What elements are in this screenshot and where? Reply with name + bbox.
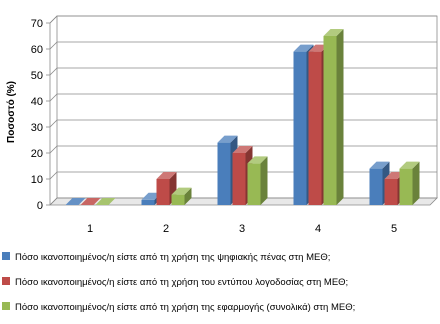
y-tick-label: 40 [31, 96, 43, 108]
y-tick-label: 0 [37, 200, 43, 212]
legend-label: Πόσο ικανοποιημένος/η είστε από τη χρήση… [15, 252, 330, 263]
bar-front [217, 142, 231, 205]
x-tick-label: 1 [87, 223, 93, 235]
bar-top [171, 187, 192, 195]
bar-side [336, 29, 344, 205]
y-tick-label: 30 [31, 122, 43, 134]
x-tick-label: 2 [163, 223, 169, 235]
bar-top [293, 44, 314, 52]
gridline [49, 41, 437, 50]
bar-top [323, 29, 344, 36]
bar-side [184, 187, 192, 205]
legend: Πόσο ικανοποιημένος/η είστε από τη χρήση… [2, 252, 355, 313]
bar-front [293, 51, 307, 205]
x-tick-label: 5 [391, 223, 397, 235]
bar-front [232, 153, 246, 205]
axis-layer: 0 10 20 30 40 50 60 70 1 2 3 4 5 [31, 15, 397, 235]
y-tick-label: 60 [31, 44, 43, 56]
bar-top [399, 161, 420, 169]
y-tick-label: 10 [31, 174, 43, 186]
bar-top [217, 135, 238, 143]
bar-3-series-3 [247, 156, 268, 205]
bar-2-series-3 [171, 187, 192, 205]
legend-label: Πόσο ικανοποιημένος/η είστε από τη χρήση… [15, 277, 348, 288]
legend-swatch [2, 277, 10, 285]
bar-1-series-1 [65, 198, 86, 205]
bar-5-series-3 [399, 161, 420, 205]
y-tick-label: 50 [31, 70, 43, 82]
x-tick-label: 3 [239, 223, 245, 235]
bar-front [399, 168, 413, 205]
bar-top [369, 161, 390, 169]
bar-front [369, 168, 383, 205]
bar-flat [95, 198, 116, 205]
bars-layer [65, 29, 420, 205]
y-axis-top-edge [49, 15, 58, 24]
bar-1-series-2 [80, 198, 101, 205]
bar-top [247, 156, 268, 164]
x-tick-label: 4 [315, 223, 321, 235]
bar-front [171, 194, 185, 205]
bar-side [412, 161, 420, 205]
bar-flat [65, 198, 86, 205]
bar-top [156, 172, 177, 179]
legend-swatch [2, 302, 10, 310]
bar-4-series-3 [323, 29, 344, 205]
legend-label: Πόσο ικανοποιημένος/η είστε από τη χρήση… [15, 302, 355, 313]
bar-front [323, 36, 337, 205]
y-tick-label: 70 [31, 18, 43, 30]
bar-front [308, 51, 322, 205]
y-tick-label: 20 [31, 148, 43, 160]
bar-flat [80, 198, 101, 205]
bar-1-series-3 [95, 198, 116, 205]
bar-front [384, 179, 398, 205]
bar-front [247, 163, 261, 205]
bar-front [156, 179, 170, 205]
legend-swatch [2, 252, 10, 260]
bar-front [141, 199, 155, 205]
bar-side [260, 156, 268, 205]
y-axis-label: Ποσοστό (%) [6, 81, 17, 143]
bar-top [232, 146, 253, 153]
